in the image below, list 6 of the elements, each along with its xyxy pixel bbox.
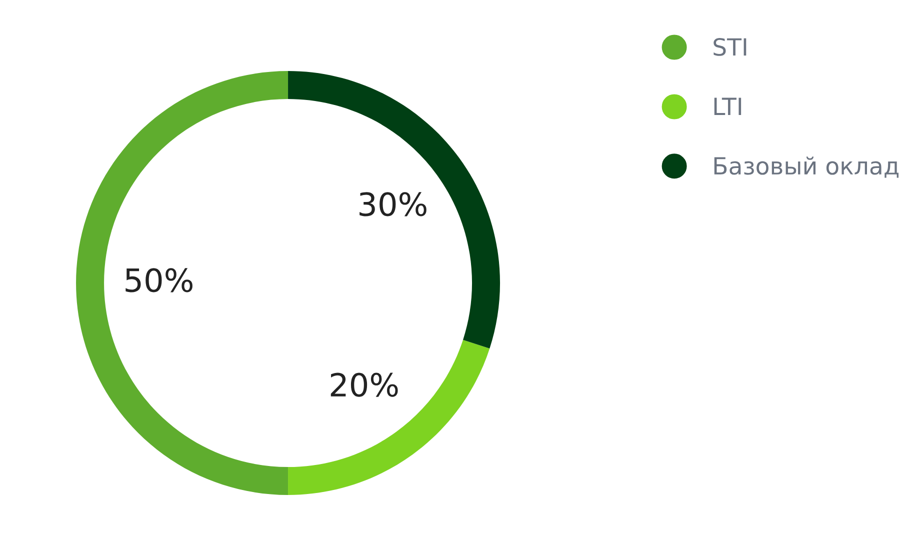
data-label: 30%	[360, 192, 426, 216]
legend-label: Базовый оклад	[714, 156, 899, 178]
legend-label: STI	[714, 38, 746, 56]
legend-label: LTI	[714, 98, 742, 115]
data-label: 50%	[126, 268, 192, 292]
data-label: 20%	[330, 372, 398, 397]
